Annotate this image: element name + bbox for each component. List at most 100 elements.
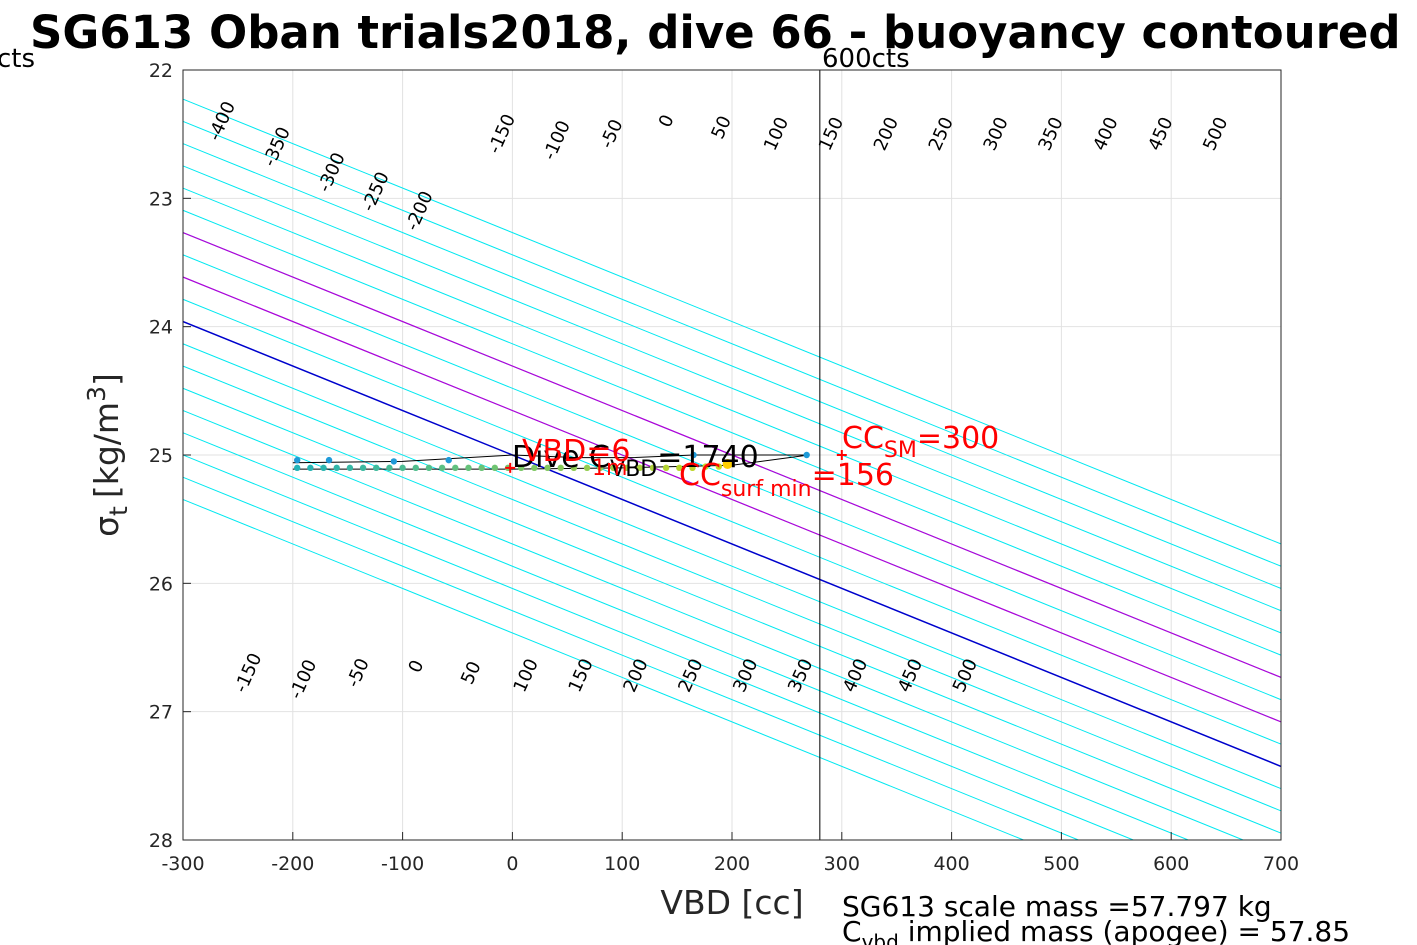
contour-line-11 xyxy=(183,254,1281,701)
lower-point-29 xyxy=(676,464,683,472)
contour-line-6 xyxy=(183,365,1281,812)
upper-point-4 xyxy=(690,451,697,459)
footer-vbd-sub: vbd xyxy=(862,930,899,945)
lower-point-9 xyxy=(412,464,419,472)
y-tick-label-4: 26 xyxy=(149,573,173,595)
y-label-unit-open: [kg/m xyxy=(87,402,126,498)
ccsurf-value: =156 xyxy=(812,458,894,493)
data-points xyxy=(293,451,810,472)
lower-point-18 xyxy=(531,464,538,472)
ccsm-main: CC xyxy=(842,421,884,456)
dive-value: =1740 xyxy=(657,440,758,475)
lower-point-13 xyxy=(465,464,472,472)
contour-line-4 xyxy=(183,409,1244,840)
lower-point-26 xyxy=(636,464,643,472)
lower-point-32 xyxy=(715,463,723,470)
contour-line-7 xyxy=(183,343,1281,790)
lower-point-23 xyxy=(597,464,604,472)
lower-point-4 xyxy=(346,464,354,472)
lower-point-0 xyxy=(293,464,301,472)
chart-title: SG613 Oban trials2018, dive 66 - buoyanc… xyxy=(30,6,1401,59)
lower-point-27 xyxy=(649,464,657,472)
ccsm-value: =300 xyxy=(917,421,999,456)
y-label-sub: t xyxy=(104,506,133,516)
lower-point-28 xyxy=(662,464,670,472)
lower-point-22 xyxy=(583,464,591,472)
x-tick-label-10: 700 xyxy=(1263,853,1299,875)
footer-implied-rest: implied mass (apogee) = 57.85 xyxy=(899,915,1350,945)
contour-line-5 xyxy=(183,387,1281,834)
x-axis-label: VBD [cc] xyxy=(660,883,803,922)
lower-point-7 xyxy=(386,464,393,472)
marker-CC_surf_min xyxy=(722,458,733,469)
x-tick-labels: -300 -200 -100 0 100 200 300 400 500 600 700 xyxy=(161,832,1299,875)
lower-point-1 xyxy=(307,464,314,472)
lower-point-17 xyxy=(517,464,525,472)
y-tick-label-2: 24 xyxy=(149,317,173,339)
lower-point-14 xyxy=(478,464,485,472)
upper-point-3 xyxy=(445,456,452,464)
dive-cvbd-annotation: Dive CVBD=1740 xyxy=(512,440,759,482)
marker-CC_SM xyxy=(836,450,847,460)
y-tick-labels: 22 23 24 25 26 27 28 xyxy=(149,60,191,852)
contour-line-3 xyxy=(183,432,1189,840)
lower-point-15 xyxy=(491,464,499,472)
y-tick-label-3: 25 xyxy=(149,445,173,467)
lower-point-21 xyxy=(570,464,578,472)
x-tick-label-0: -300 xyxy=(161,853,204,875)
upper-point-2 xyxy=(390,458,398,465)
x-tick-label-9: 600 xyxy=(1153,853,1189,875)
lower-point-30 xyxy=(689,464,696,472)
lower-point-3 xyxy=(333,464,340,472)
y-label-sigma: σ xyxy=(87,516,126,537)
lower-point-20 xyxy=(557,464,564,472)
vbd-suffix: =6 xyxy=(586,434,630,469)
lower-point-19 xyxy=(544,464,551,472)
lower-point-8 xyxy=(399,464,406,472)
x-tick-label-4: 100 xyxy=(604,853,640,875)
magenta-line-0 xyxy=(183,276,1281,723)
contour-line-17 xyxy=(183,120,1281,567)
contour-line-0 xyxy=(183,498,1024,840)
vbd-main: VBD xyxy=(522,434,586,469)
x-tick-label-3: 0 xyxy=(506,853,518,875)
x-tick-label-2: -100 xyxy=(381,853,424,875)
x-tick-label-8: 500 xyxy=(1043,853,1079,875)
x-tick-label-1: -200 xyxy=(271,853,314,875)
vbd-annotation: VBD=6 xyxy=(522,434,630,469)
reference-markers xyxy=(505,450,847,473)
contour-line-16 xyxy=(183,143,1281,589)
ccsurf-sub: surf min xyxy=(721,477,812,502)
x-tick-label-7: 400 xyxy=(933,853,969,875)
lower-point-10 xyxy=(425,464,433,472)
upper-point-1 xyxy=(325,456,333,464)
lower-point-31 xyxy=(702,463,709,470)
footer-c: C xyxy=(842,915,862,945)
footer-scale-mass: SG613 scale mass =57.797 kg xyxy=(842,890,1272,923)
footer-implied-mass: Cvbd implied mass (apogee) = 57.85 xyxy=(842,915,1350,945)
ccsm-sub: SM xyxy=(884,438,917,463)
contour-line-9 xyxy=(183,298,1281,745)
y-tick-label-0: 22 xyxy=(149,60,173,82)
ccsm-annotation: CCSM=300 xyxy=(842,421,999,463)
left-top-label: cts xyxy=(0,44,35,74)
contour-line-15 xyxy=(183,165,1281,612)
lower-point-5 xyxy=(359,464,367,472)
upper-point-5 xyxy=(803,451,810,459)
x-tick-label-5: 200 xyxy=(714,853,750,875)
y-tick-label-5: 27 xyxy=(149,702,173,724)
lower-point-24 xyxy=(610,464,617,472)
svg-text:σt[kg/m3]: σt [kg/m3] xyxy=(82,373,133,537)
x-tick-label-6: 300 xyxy=(824,853,860,875)
y-label-unit-sup: 3 xyxy=(82,386,111,402)
lower-point-2 xyxy=(320,464,327,472)
dive-sub: VBD xyxy=(610,457,657,482)
lower-point-6 xyxy=(373,464,380,472)
vertical-line-label: 600cts xyxy=(822,44,910,74)
lower-point-11 xyxy=(438,464,446,472)
contour-line-18 xyxy=(183,98,1281,545)
ccsurf-annotation: CCsurf min=156 xyxy=(679,458,894,502)
lower-point-12 xyxy=(452,464,459,472)
dive-prefix: Dive C xyxy=(512,440,610,475)
